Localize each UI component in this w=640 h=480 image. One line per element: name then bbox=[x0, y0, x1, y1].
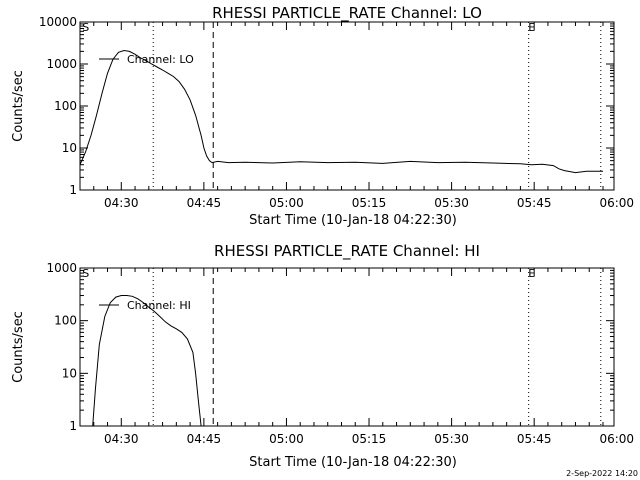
footer-timestamp: 2-Sep-2022 14:20 bbox=[566, 469, 638, 478]
x-tick-label: 05:30 bbox=[434, 432, 469, 446]
chart-title: RHESSI PARTICLE_RATE Channel: HI bbox=[214, 242, 480, 261]
y-tick-label: 1000 bbox=[46, 261, 77, 275]
marker-s: S bbox=[82, 21, 89, 34]
y-tick-label: 100 bbox=[54, 99, 77, 113]
y-axis-label: Counts/sec bbox=[11, 311, 26, 383]
y-tick-label: 1 bbox=[69, 183, 77, 197]
x-axis-label: Start Time (10-Jan-18 04:22:30) bbox=[249, 455, 457, 470]
x-tick-label: 05:30 bbox=[434, 196, 469, 210]
x-tick-label: 05:15 bbox=[352, 196, 387, 210]
chart-title: RHESSI PARTICLE_RATE Channel: LO bbox=[212, 4, 482, 23]
x-tick-label: 05:15 bbox=[352, 432, 387, 446]
x-tick-label: 05:00 bbox=[269, 196, 304, 210]
panel-2: RHESSI PARTICLE_RATE Channel: HI 1 10 100 10… bbox=[11, 242, 634, 470]
marker-e: E bbox=[528, 21, 535, 34]
y-tick-label: 10 bbox=[62, 141, 77, 155]
x-tick-label: 05:00 bbox=[269, 432, 304, 446]
x-tick-label: 06:00 bbox=[599, 196, 634, 210]
legend-label: Channel: HI bbox=[127, 299, 191, 312]
panel-1: RHESSI PARTICLE_RATE Channel: LO 1 10 100 10… bbox=[11, 4, 634, 228]
y-tick-label: 1000 bbox=[46, 57, 77, 71]
series-line bbox=[92, 295, 202, 426]
x-tick-label: 04:30 bbox=[104, 432, 139, 446]
y-axis-label: Counts/sec bbox=[11, 70, 26, 142]
x-tick-label: 06:00 bbox=[599, 432, 634, 446]
marker-s: S bbox=[82, 267, 89, 280]
x-tick-label: 04:30 bbox=[104, 196, 139, 210]
y-tick-label: 100 bbox=[54, 314, 77, 328]
y-tick-label: 10 bbox=[62, 366, 77, 380]
x-axis-label: Start Time (10-Jan-18 04:22:30) bbox=[249, 213, 457, 228]
series-line bbox=[80, 49, 603, 174]
x-tick-label: 04:45 bbox=[187, 196, 222, 210]
y-tick-label: 1 bbox=[69, 419, 77, 433]
plot-frame bbox=[79, 267, 615, 427]
y-tick-label: 10000 bbox=[39, 15, 77, 29]
x-tick-label: 05:45 bbox=[517, 196, 552, 210]
legend-label: Channel: LO bbox=[127, 53, 194, 66]
marker-e: E bbox=[528, 267, 535, 280]
x-tick-label: 05:45 bbox=[517, 432, 552, 446]
x-tick-label: 04:45 bbox=[187, 432, 222, 446]
